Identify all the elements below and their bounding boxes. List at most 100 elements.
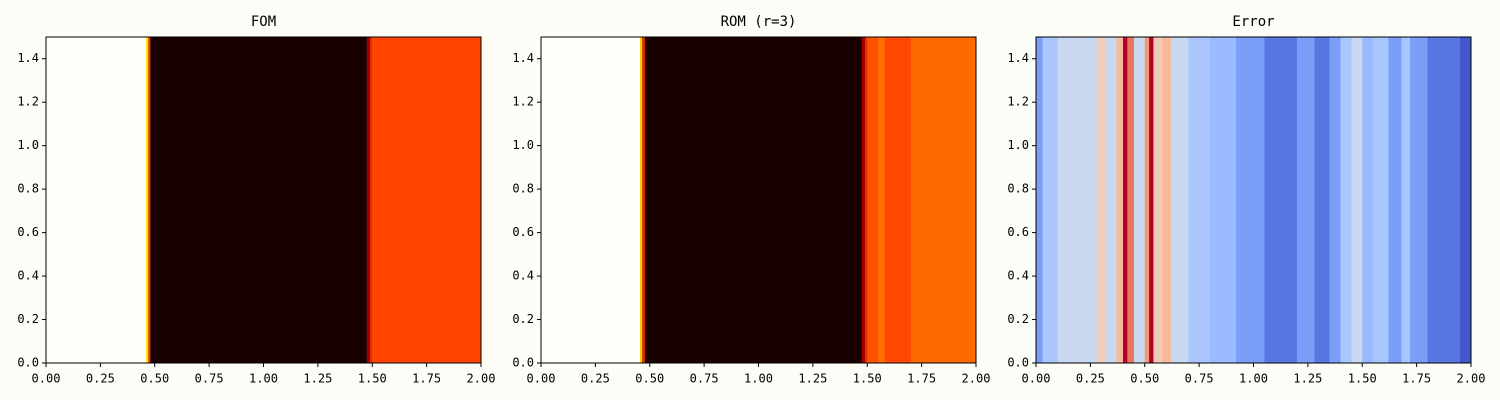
band — [1340, 37, 1352, 363]
x-tick-label: 1.00 — [249, 372, 278, 386]
x-tick-label: 0.00 — [32, 372, 61, 386]
band — [1096, 37, 1107, 363]
band — [865, 37, 868, 363]
y-tick-label: 0.6 — [1007, 225, 1029, 239]
chart-title: Error — [1232, 14, 1274, 30]
x-tick-label: 1.00 — [1239, 372, 1268, 386]
chart-title: FOM — [251, 14, 276, 30]
x-tick-label: 0.75 — [195, 372, 224, 386]
band — [1153, 37, 1163, 363]
band — [46, 37, 147, 363]
x-tick-label: 0.75 — [1185, 372, 1214, 386]
x-tick-label: 0.25 — [1076, 372, 1105, 386]
band — [1133, 37, 1146, 363]
x-tick-label: 1.75 — [907, 372, 936, 386]
y-tick-label: 1.2 — [17, 95, 39, 109]
y-tick-label: 0.4 — [1007, 269, 1029, 283]
band — [1057, 37, 1098, 363]
band — [370, 37, 373, 363]
band — [878, 37, 886, 363]
y-tick-label: 1.0 — [512, 138, 534, 152]
x-tick-label: 2.00 — [1457, 372, 1486, 386]
y-tick-label: 0.2 — [17, 312, 39, 326]
band — [1116, 37, 1124, 363]
x-tick-label: 0.50 — [140, 372, 169, 386]
band — [1162, 37, 1172, 363]
band — [541, 37, 641, 363]
x-tick-label: 0.00 — [1022, 372, 1051, 386]
y-tick-label: 0.6 — [512, 225, 534, 239]
y-tick-label: 0.2 — [1007, 312, 1029, 326]
chart-title: ROM (r=3) — [721, 14, 797, 30]
x-tick-label: 1.25 — [1293, 372, 1322, 386]
band — [1388, 37, 1402, 363]
band — [1264, 37, 1298, 363]
y-tick-label: 1.2 — [512, 95, 534, 109]
band — [1105, 37, 1117, 363]
x-tick-label: 1.25 — [798, 372, 827, 386]
band — [1188, 37, 1211, 363]
x-tick-label: 1.75 — [1402, 372, 1431, 386]
y-tick-label: 1.0 — [1007, 138, 1029, 152]
band — [1329, 37, 1341, 363]
band — [372, 37, 482, 363]
y-tick-label: 1.2 — [1007, 95, 1029, 109]
x-tick-label: 0.75 — [690, 372, 719, 386]
x-tick-label: 2.00 — [962, 372, 991, 386]
y-tick-label: 0.0 — [17, 356, 39, 370]
y-tick-label: 0.4 — [17, 269, 39, 283]
y-tick-label: 1.0 — [17, 138, 39, 152]
band — [1314, 37, 1331, 363]
band — [1127, 37, 1135, 363]
band — [1149, 37, 1154, 363]
band — [644, 37, 863, 363]
x-tick-label: 0.50 — [1130, 372, 1159, 386]
band — [884, 37, 912, 363]
y-tick-label: 1.4 — [512, 51, 534, 65]
band — [1410, 37, 1428, 363]
y-tick-label: 1.4 — [1007, 51, 1029, 65]
band — [1144, 37, 1150, 363]
x-tick-label: 2.00 — [467, 372, 496, 386]
band — [639, 37, 643, 363]
band — [1036, 37, 1044, 363]
band — [146, 37, 149, 363]
y-tick-label: 0.6 — [17, 225, 39, 239]
band — [1351, 37, 1363, 363]
band — [1236, 37, 1265, 363]
y-tick-label: 0.0 — [512, 356, 534, 370]
band — [1170, 37, 1189, 363]
x-tick-label: 0.00 — [527, 372, 556, 386]
y-tick-label: 0.8 — [1007, 182, 1029, 196]
band — [1123, 37, 1128, 363]
band — [1042, 37, 1059, 363]
band — [1210, 37, 1237, 363]
band — [148, 37, 151, 363]
band — [867, 37, 879, 363]
x-tick-label: 1.00 — [744, 372, 773, 386]
x-tick-label: 1.50 — [1348, 372, 1377, 386]
band — [1373, 37, 1389, 363]
band — [1297, 37, 1315, 363]
y-tick-label: 0.4 — [512, 269, 534, 283]
x-tick-label: 1.50 — [358, 372, 387, 386]
band — [1362, 37, 1374, 363]
x-tick-label: 0.50 — [635, 372, 664, 386]
x-tick-label: 1.50 — [853, 372, 882, 386]
x-tick-label: 1.25 — [303, 372, 332, 386]
band — [1401, 37, 1411, 363]
band — [1427, 37, 1461, 363]
band — [910, 37, 977, 363]
x-tick-label: 1.75 — [412, 372, 441, 386]
band — [1460, 37, 1472, 363]
band — [642, 37, 646, 363]
y-tick-label: 0.8 — [17, 182, 39, 196]
band — [861, 37, 866, 363]
x-tick-label: 0.25 — [581, 372, 610, 386]
y-tick-label: 0.8 — [512, 182, 534, 196]
y-tick-label: 0.0 — [1007, 356, 1029, 370]
x-tick-label: 0.25 — [86, 372, 115, 386]
y-tick-label: 0.2 — [512, 312, 534, 326]
y-tick-label: 1.4 — [17, 51, 39, 65]
